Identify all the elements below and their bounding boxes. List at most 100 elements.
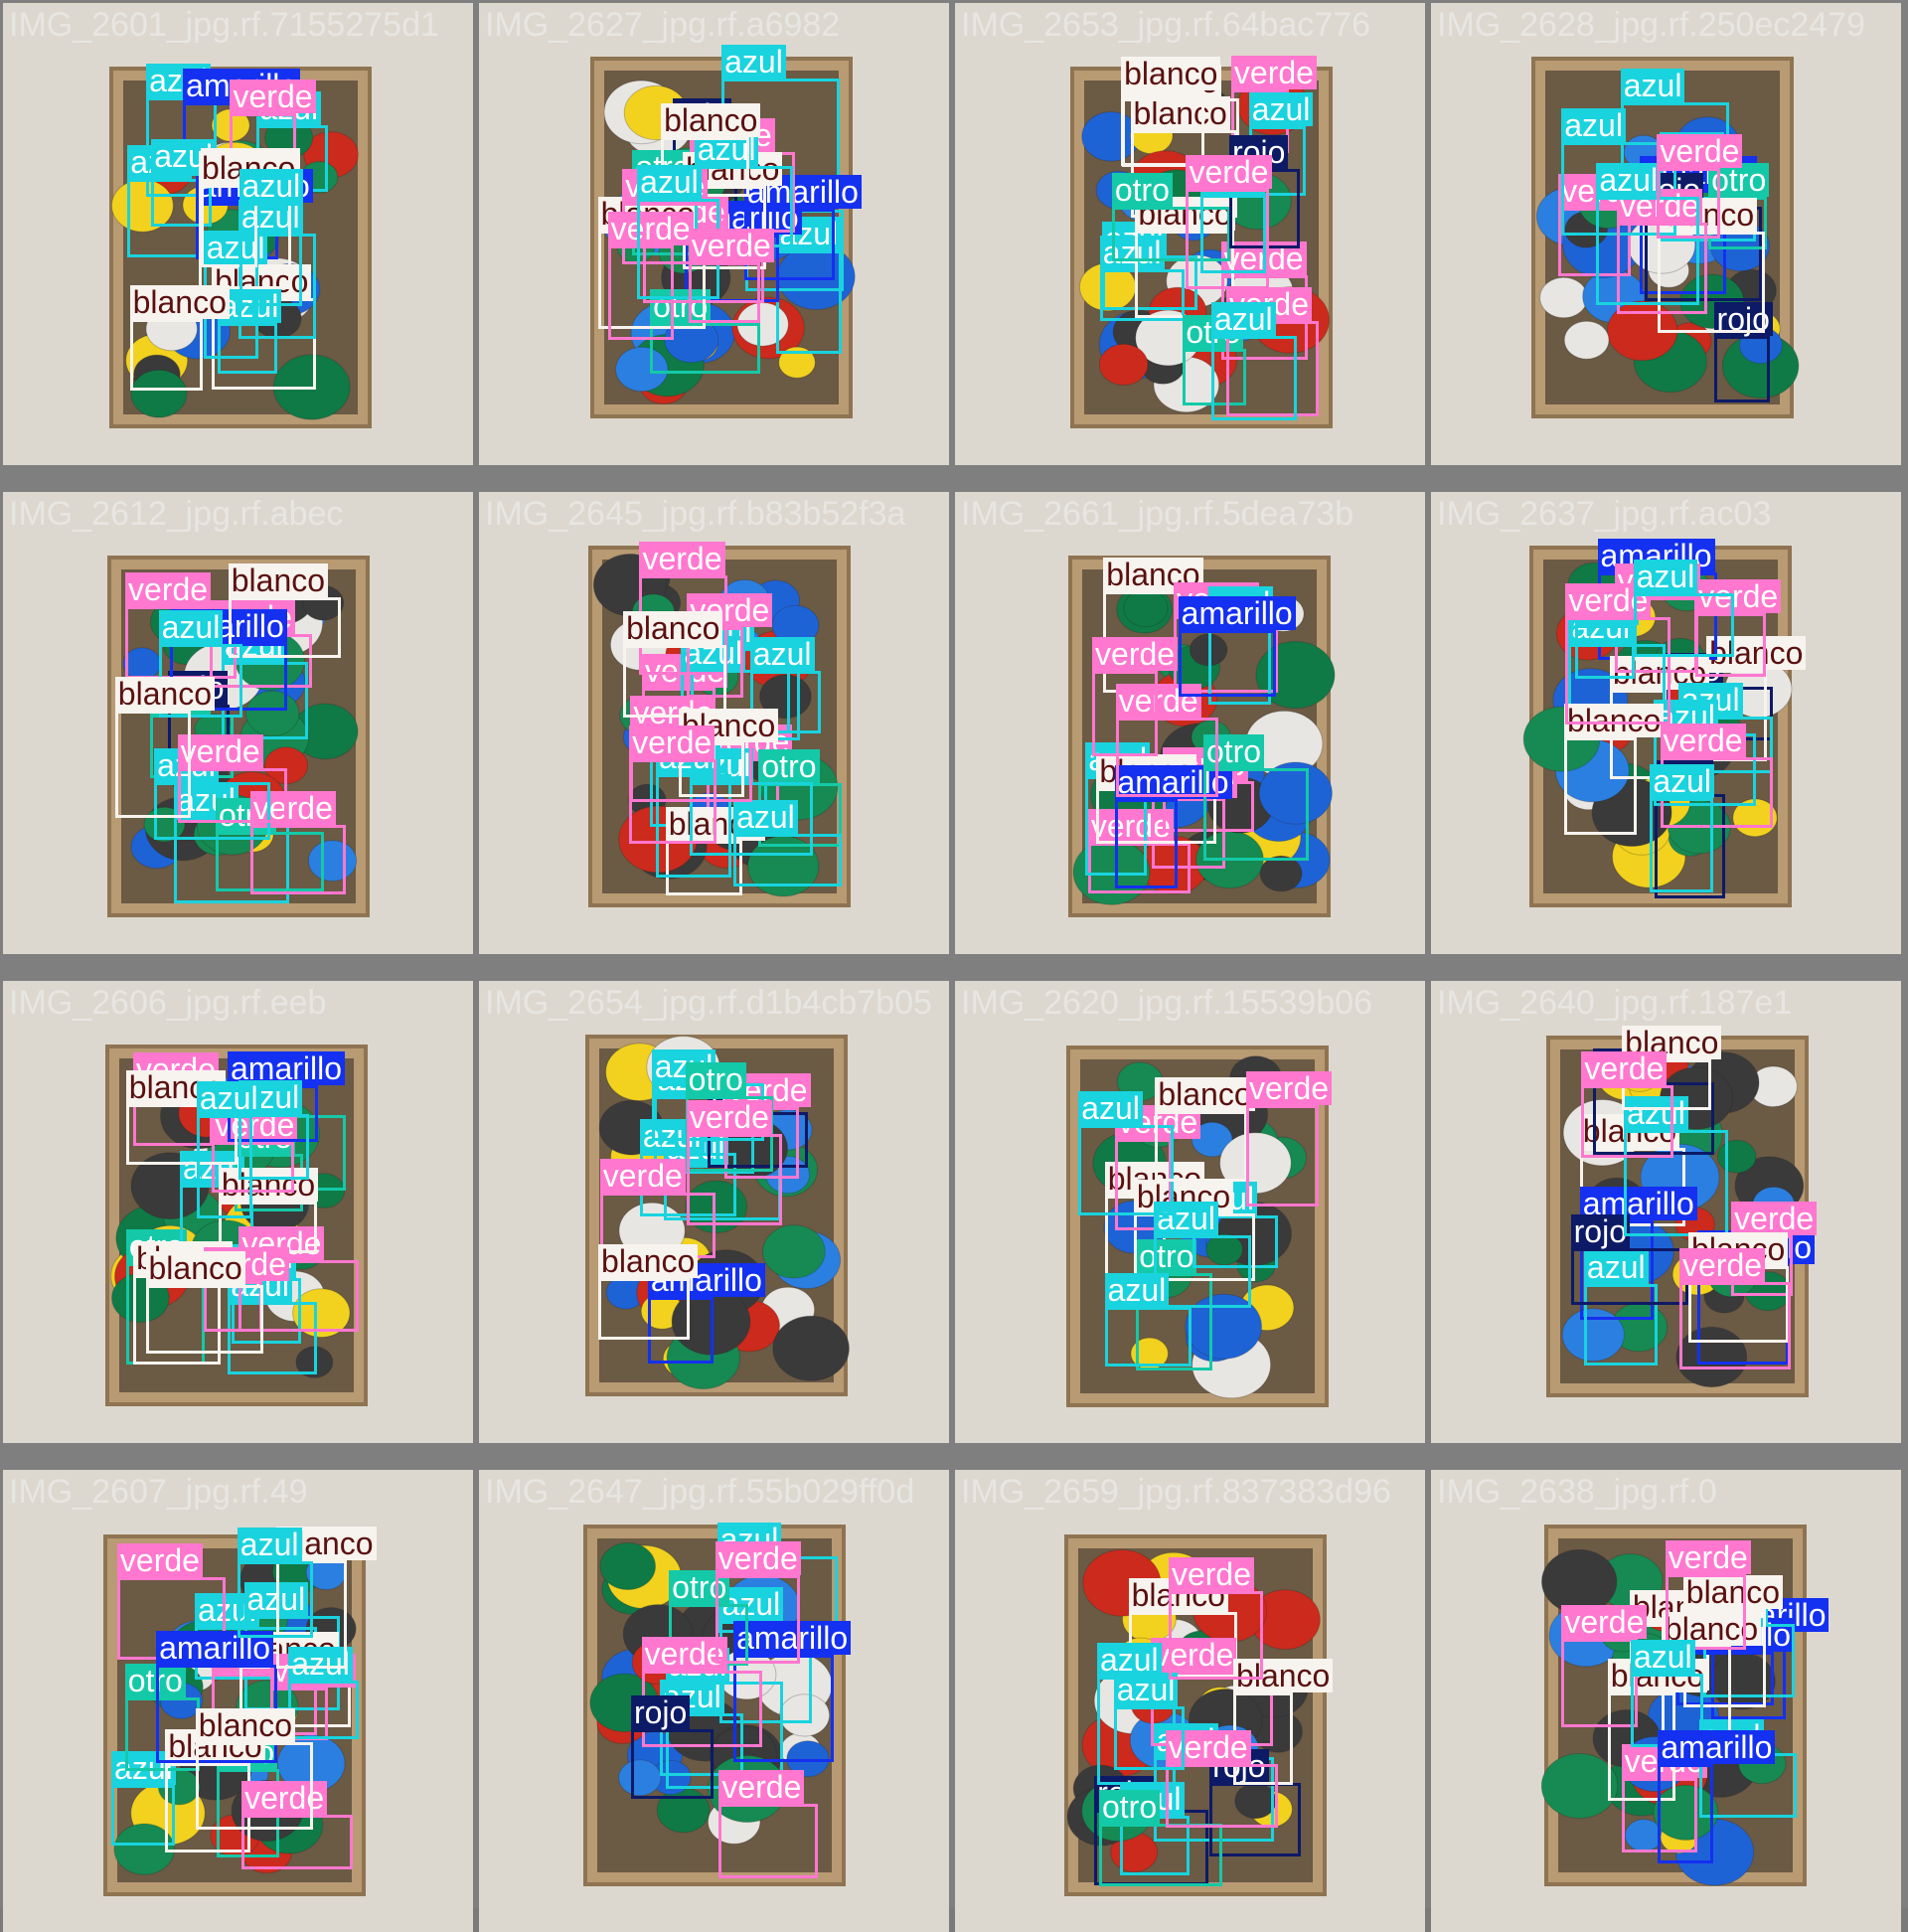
detection-box: [1657, 168, 1720, 239]
detection-box: [656, 774, 731, 879]
detection-box: [1596, 197, 1699, 305]
detection-label: verde: [1168, 1557, 1254, 1592]
detection-box: [1202, 768, 1309, 862]
detection-box: [1114, 799, 1178, 888]
detection-label: blanco: [1706, 635, 1807, 670]
detection-label: verde: [641, 1636, 727, 1671]
detection-box: [1657, 231, 1765, 334]
detection-box: [249, 825, 346, 894]
tile-filename: IMG_2661_jpg.rf.5dea73b: [961, 495, 1354, 533]
detection-label: azul: [1561, 108, 1626, 143]
detection-box: [241, 1815, 354, 1869]
detection-box: [776, 249, 843, 355]
detection-label: azul: [1620, 69, 1685, 103]
detection-label: verde: [1678, 1248, 1766, 1283]
detection-box: [1583, 1284, 1659, 1366]
detection-label: verde: [1186, 155, 1272, 190]
detection-tile: azulazulotrorojootroverdeverdeazulverdea…: [3, 492, 473, 954]
detection-tile: rojoazulblancoazulrojoverdeotroblancoazu…: [955, 1470, 1425, 1932]
detection-label: verde: [177, 734, 263, 769]
detection-box: [1665, 1573, 1746, 1651]
detection-box: [228, 597, 341, 659]
detection-tile: amarilloblancoamarilloazulblancoverdeazu…: [1431, 1470, 1901, 1932]
tile-filename: IMG_2653_jpg.rf.64bac776: [961, 6, 1371, 44]
detection-box: [1633, 592, 1734, 658]
detection-label: rojo: [630, 1694, 691, 1729]
detection-label: verde: [718, 1770, 805, 1805]
detection-box: [1121, 89, 1205, 166]
detection-box: [1099, 269, 1185, 322]
tile-filename: IMG_2627_jpg.rf.a6982: [485, 6, 841, 44]
detection-tile: rojoamarilloazulazulrojoverdeotroblancoa…: [1431, 3, 1901, 465]
detection-label: azul: [1624, 1096, 1688, 1131]
detection-box: [1246, 1104, 1320, 1207]
detection-label: verde: [1246, 1070, 1333, 1105]
detection-box: [1155, 1110, 1247, 1182]
detection-box: [195, 1741, 314, 1831]
detection-box: [212, 1142, 294, 1193]
detection-label: blanco: [1564, 703, 1665, 737]
detection-tile: azulverdeblancoverdeazulblancoazulblanco…: [955, 3, 1425, 465]
detection-box: [1078, 1125, 1175, 1216]
detection-box: [718, 1804, 818, 1878]
detection-box: [1713, 335, 1771, 402]
detection-box: [1098, 1823, 1222, 1887]
detection-label: verde: [1092, 637, 1179, 672]
detection-label: verde: [1581, 1051, 1668, 1086]
detection-label: amarillo: [227, 1051, 346, 1086]
detection-label: azul: [1633, 559, 1698, 593]
detection-box: [1111, 206, 1230, 261]
detection-label: otro: [1098, 1789, 1161, 1824]
detection-box: [1650, 797, 1713, 893]
detection-box: [629, 758, 716, 844]
detection-label: verde: [629, 724, 716, 759]
detection-label: blanco: [129, 285, 230, 320]
detection-box: [1152, 797, 1225, 869]
detection-box: [1115, 1139, 1173, 1231]
tile-filename: IMG_2601_jpg.rf.7155275d1: [9, 6, 439, 44]
detection-box: [238, 1113, 310, 1180]
detection-label: rojo: [1570, 1213, 1630, 1248]
detection-box: [1561, 1638, 1638, 1728]
detection-label: otro: [1136, 1239, 1197, 1274]
detection-label: azul: [158, 610, 224, 645]
detection-box: [733, 834, 843, 887]
detection-box: [1154, 1234, 1252, 1308]
detection-label: blanco: [1121, 56, 1221, 90]
detection-label: azul: [1154, 1201, 1218, 1235]
tile-filename: IMG_2607_jpg.rf.49: [9, 1473, 308, 1511]
detection-label: blanco: [145, 1250, 245, 1285]
detection-label: verde: [607, 211, 694, 245]
detection-box: [111, 1785, 176, 1847]
detection-label: blanco: [228, 564, 329, 598]
detection-label: verde: [230, 79, 316, 113]
detection-label: otro: [650, 288, 712, 323]
detection-label: azul: [1096, 1642, 1162, 1677]
detection-box: [715, 1575, 801, 1664]
detection-label: verde: [1660, 723, 1746, 757]
detection-label: azul: [749, 636, 815, 671]
tile-filename: IMG_2638_jpg.rf.0: [1437, 1473, 1717, 1511]
tile-filename: IMG_2628_jpg.rf.250ec2479: [1437, 6, 1865, 44]
detection-label: azul: [637, 164, 702, 199]
detection-label: verde: [639, 541, 725, 575]
detection-tile: blancoverdeazulverdeverdeverdeblancoamar…: [955, 492, 1425, 954]
detection-box: [1115, 718, 1219, 797]
detection-label: blanco: [598, 1243, 699, 1278]
tile-filename: IMG_2654_jpg.rf.d1b4cb7b05: [485, 984, 932, 1022]
detection-label: azul: [1104, 1272, 1170, 1307]
detection-label: azul: [733, 800, 798, 835]
detection-tile: azulazulotrootroazulverdeotroverdeblanco…: [3, 981, 473, 1443]
detection-label: verde: [1230, 56, 1317, 90]
detection-box: [1092, 671, 1158, 757]
detection-label: verde: [1087, 809, 1174, 844]
detection-label: verde: [125, 571, 212, 606]
tile-filename: IMG_2620_jpg.rf.15539b06: [961, 984, 1372, 1022]
tile-filename: IMG_2659_jpg.rf.837383d96: [961, 1473, 1391, 1511]
detection-box: [129, 319, 204, 391]
detection-label: verde: [688, 228, 774, 262]
detection-box: [238, 203, 302, 307]
detection-label: azul: [196, 1081, 261, 1116]
detection-label: blanco: [1155, 1076, 1255, 1111]
detection-label: azul: [1650, 763, 1715, 798]
